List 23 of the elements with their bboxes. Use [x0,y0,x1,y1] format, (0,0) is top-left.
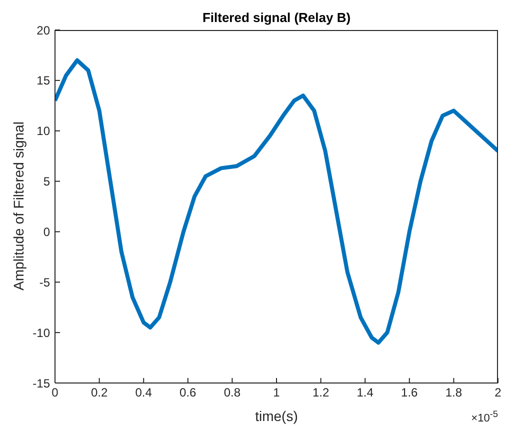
y-tick-label: 15 [36,74,50,88]
y-tick-label: -15 [32,376,50,390]
x-tick-label: 2 [494,386,502,400]
y-tick-label: 10 [36,124,50,138]
y-tick-label: -5 [39,275,50,290]
y-tick-label: 20 [36,23,50,38]
x-tick-label: 0.2 [90,386,108,400]
x-tick-label: 0.6 [180,386,197,400]
text: ×10$^{-5}$ [471,409,498,425]
x-tick-label: 1.6 [401,386,418,400]
x-axis-title: time(s) [255,408,298,424]
x-tick-label: 1 [273,386,280,400]
line-series [55,58,498,345]
chart-title: Filtered signal (Relay B) [201,10,352,25]
x-tick-label: 0.4 [135,386,152,400]
x-tick-label: 1.2 [312,386,330,400]
y-tick-label: 0 [43,224,50,239]
x-tick-label: 1.4 [356,386,374,400]
x-tick-label: 0.8 [224,386,241,400]
y-tick-label: -10 [32,326,50,340]
y-tick-label: 5 [43,174,50,189]
x-tick-label: 1.8 [445,386,462,400]
y-axis-title: Amplitude of Filtered signal [10,120,26,292]
